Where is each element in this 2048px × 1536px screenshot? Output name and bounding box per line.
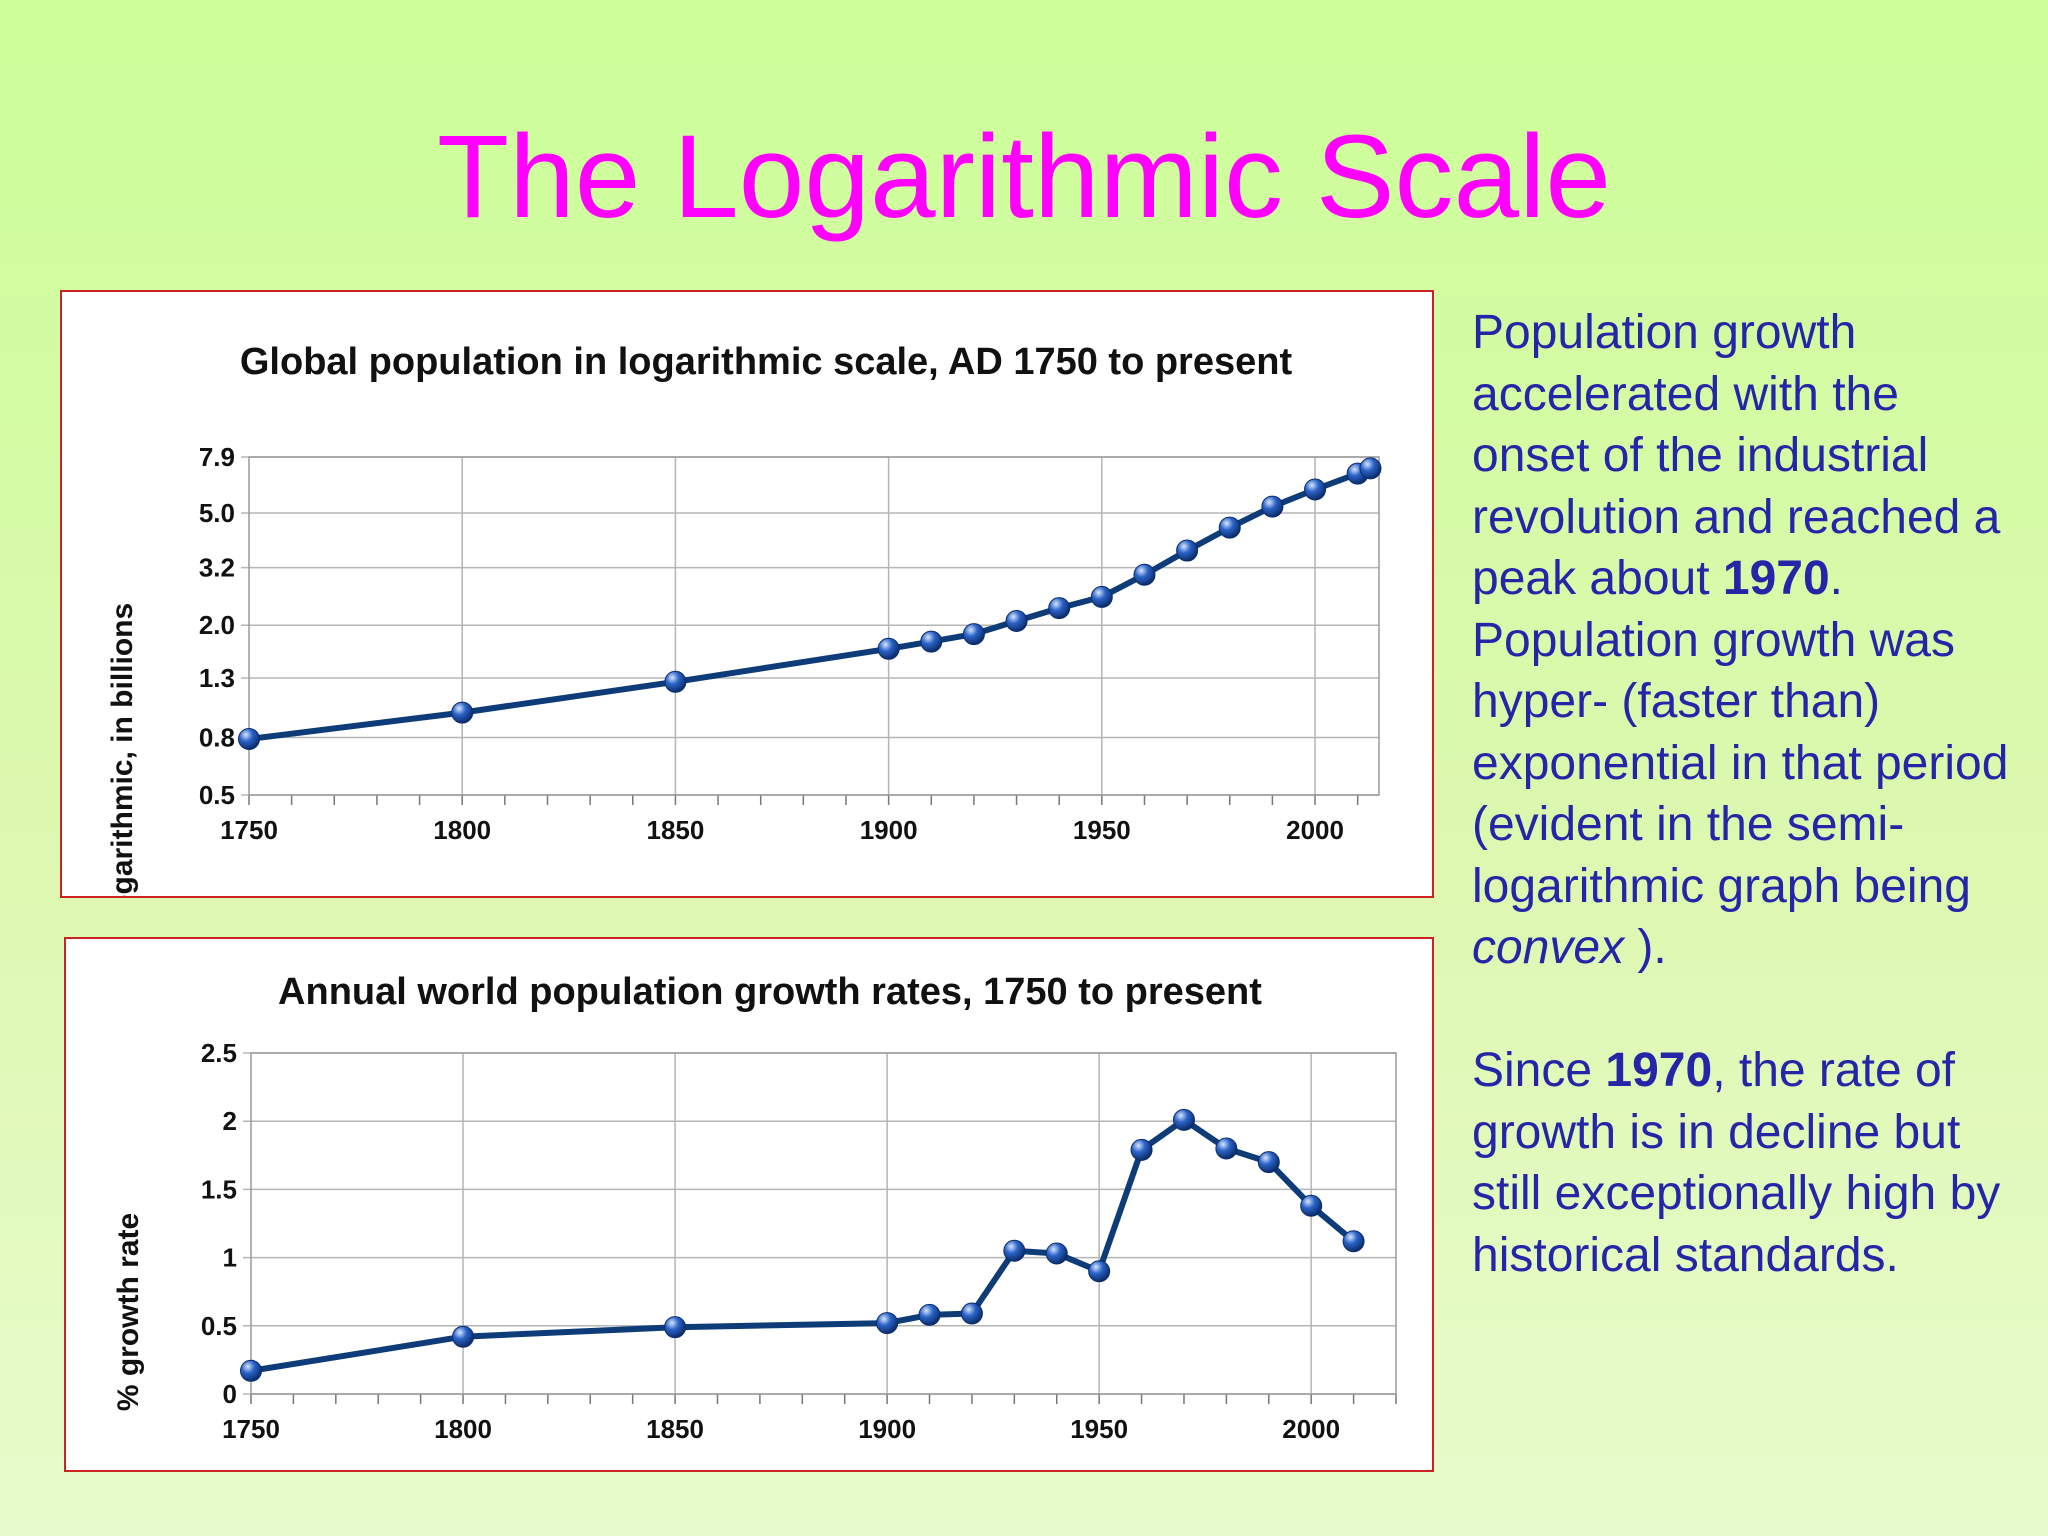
- series-line: [250, 1116, 1356, 1374]
- y-tick-label: 7.9: [199, 442, 235, 472]
- x-tick-label: 1750: [222, 1414, 280, 1444]
- x-tick-label: 2000: [1282, 1414, 1340, 1444]
- text-run: Population growth accelerated with the o…: [1472, 306, 2001, 605]
- y-tick-label: 1.5: [201, 1174, 237, 1204]
- data-point: [1090, 585, 1113, 608]
- text-run: , the rate of growth is in decline but s…: [1472, 1044, 2001, 1282]
- plot-frame: [250, 1052, 1397, 1395]
- series-line: [248, 465, 1372, 742]
- data-point: [1005, 610, 1028, 633]
- slide-title: The Logarithmic Scale: [436, 111, 1611, 243]
- x-tick-label: 1850: [646, 815, 704, 845]
- data-point: [962, 623, 985, 646]
- italic-word: convex: [1472, 921, 1625, 974]
- y-tick-label: 1.3: [199, 663, 235, 693]
- y-axis-label: logarithmic, in billions: [106, 603, 139, 896]
- data-point: [1133, 563, 1156, 586]
- y-tick-label: 3.2: [199, 553, 235, 583]
- y-tick-label: 0: [223, 1379, 237, 1409]
- data-point: [1172, 1108, 1195, 1131]
- growth-rate-chart: Annual world population growth rates, 17…: [64, 937, 1434, 1472]
- y-tick-label: 5.0: [199, 498, 235, 528]
- paragraph-1: Population growth accelerated with the o…: [1472, 302, 2012, 979]
- y-axis-label: % growth rate: [112, 1213, 145, 1411]
- x-tick-label: 1900: [858, 1414, 916, 1444]
- data-point: [1257, 1151, 1280, 1174]
- data-point: [664, 1316, 687, 1339]
- bold-year: 1970: [1605, 1044, 1713, 1097]
- data-point: [920, 630, 943, 653]
- y-tick-label: 1: [223, 1243, 237, 1273]
- y-tick-label: 0.5: [201, 1311, 237, 1341]
- data-point: [452, 1325, 475, 1348]
- x-tick-label: 1750: [220, 815, 278, 845]
- data-point: [1359, 457, 1382, 480]
- growth-rate-chart-svg: Annual world population growth rates, 17…: [112, 971, 1397, 1444]
- data-point: [1218, 516, 1241, 539]
- side-text: Population growth accelerated with the o…: [1472, 302, 2012, 1286]
- y-tick-label: 2.0: [199, 610, 235, 640]
- y-tick-label: 2.5: [201, 1038, 237, 1068]
- data-point: [451, 701, 474, 724]
- paragraph-2: Since 1970, the rate of growth is in dec…: [1472, 1040, 2012, 1286]
- data-point: [1045, 1242, 1068, 1265]
- text-run: Since: [1472, 1044, 1606, 1097]
- x-tick-label: 1800: [433, 815, 491, 845]
- data-point: [960, 1302, 983, 1325]
- y-tick-label: 0.5: [199, 780, 235, 810]
- y-tick-label: 2: [223, 1106, 237, 1136]
- x-tick-label: 2000: [1286, 815, 1344, 845]
- data-point: [238, 727, 260, 750]
- x-tick-label: 1900: [860, 815, 918, 845]
- data-point: [1261, 495, 1284, 518]
- data-point: [1215, 1137, 1238, 1160]
- grid: [241, 456, 1379, 805]
- text-run: ).: [1624, 921, 1667, 974]
- bold-year: 1970: [1722, 552, 1830, 605]
- chart-title: Global population in logarithmic scale, …: [240, 341, 1293, 383]
- data-point: [877, 637, 900, 660]
- x-tick-label: 1950: [1070, 1414, 1128, 1444]
- data-point: [1342, 1230, 1365, 1253]
- x-tick-label: 1800: [434, 1414, 492, 1444]
- data-point: [664, 670, 687, 693]
- chart-title: Annual world population growth rates, 17…: [278, 971, 1262, 1013]
- data-point: [876, 1312, 899, 1335]
- data-point: [1003, 1239, 1026, 1262]
- population-log-chart: Global population in logarithmic scale, …: [60, 290, 1434, 898]
- population-log-chart-svg: Global population in logarithmic scale, …: [106, 341, 1382, 896]
- data-point: [1176, 539, 1199, 562]
- data-point: [1088, 1260, 1111, 1283]
- data-point: [1048, 597, 1071, 620]
- x-tick-label: 1850: [646, 1414, 704, 1444]
- data-point: [918, 1303, 941, 1326]
- x-tick-label: 1950: [1073, 815, 1131, 845]
- data-point: [1130, 1138, 1153, 1161]
- y-tick-label: 0.8: [199, 722, 235, 752]
- plot-frame: [248, 456, 1380, 796]
- data-point: [1300, 1194, 1323, 1217]
- data-point: [1304, 478, 1327, 501]
- grid: [243, 1052, 1397, 1404]
- text-run: . Population growth was hyper- (faster t…: [1472, 552, 2009, 913]
- data-point: [240, 1359, 262, 1382]
